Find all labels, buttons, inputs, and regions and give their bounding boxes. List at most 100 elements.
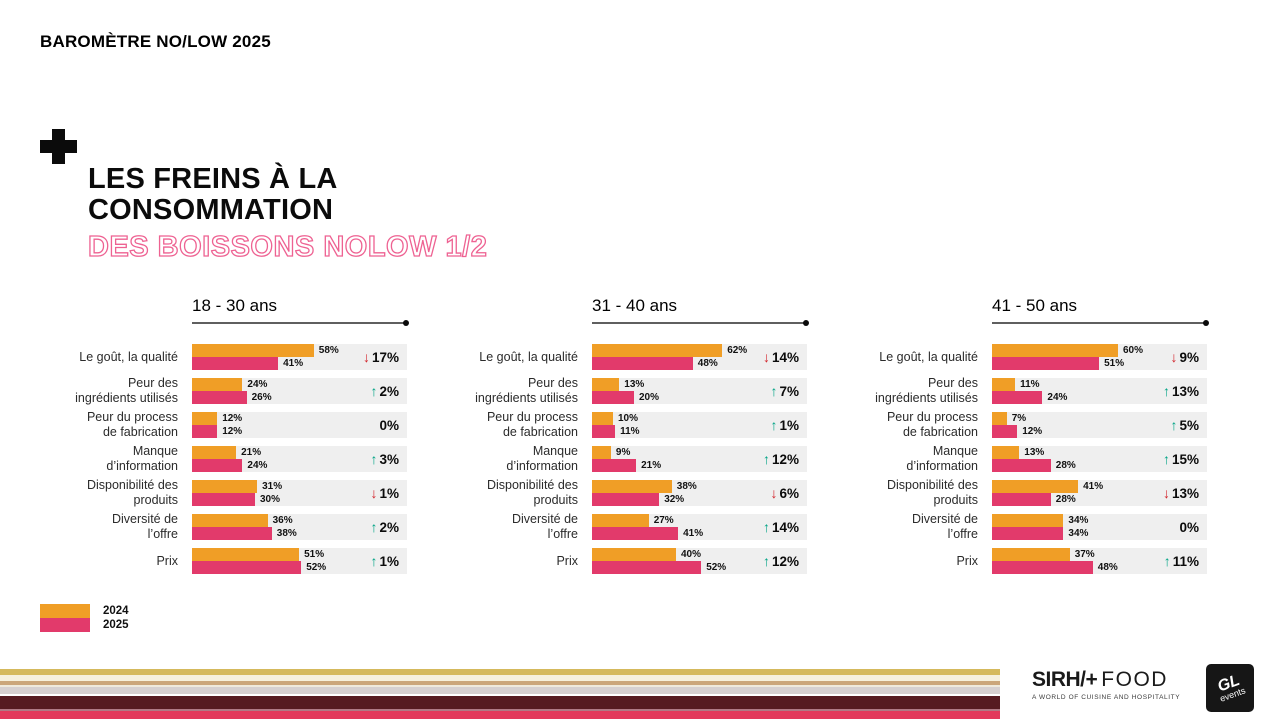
category-label: Peur des ingrédients utilisés xyxy=(475,376,578,405)
change-indicator: ↓ 1% xyxy=(370,485,399,501)
value-label-2024: 34% xyxy=(1068,515,1089,526)
bar-track: 7% 12% ↑ 5% xyxy=(992,412,1207,438)
bar-track: 34% 34% 0% xyxy=(992,514,1207,540)
chart-row: Le goût, la qualité 58% 41% ↓ 17% xyxy=(26,344,408,370)
panel-rows: Le goût, la qualité 60% 51% ↓ 9% Peur des ingr… xyxy=(826,344,1208,574)
bar-2024 xyxy=(592,480,672,493)
change-indicator: 0% xyxy=(1179,519,1199,535)
up-arrow-icon: ↑ xyxy=(1170,417,1178,433)
footer-stripes-decoration xyxy=(0,667,1000,719)
legend-swatch-2025 xyxy=(40,618,90,632)
value-label-2024: 10% xyxy=(618,413,639,424)
category-label: Disponibilité des produits xyxy=(486,478,578,507)
chart-row: Diversité de l’offre 34% 34% 0% xyxy=(826,512,1208,541)
bar-2025 xyxy=(192,425,218,438)
panel-rule xyxy=(992,320,1209,326)
page-title: LES FREINS À LA CONSOMMATION xyxy=(88,164,487,226)
chart-row: Disponibilité des produits 38% 32% ↓ 6% xyxy=(426,478,808,507)
bar-track: 36% 38% ↑ 2% xyxy=(192,514,407,540)
bar-track: 38% 32% ↓ 6% xyxy=(592,480,807,506)
bar-2024 xyxy=(592,344,723,357)
up-arrow-icon: ↑ xyxy=(370,519,378,535)
bar-2025 xyxy=(192,357,279,370)
category-label: Diversité de l’offre xyxy=(112,512,178,541)
bar-track: 13% 20% ↑ 7% xyxy=(592,378,807,404)
change-indicator: ↑ 3% xyxy=(370,451,399,467)
value-label-2025: 12% xyxy=(222,426,243,437)
value-label-2025: 48% xyxy=(1097,562,1118,573)
bar-2024 xyxy=(592,446,611,459)
up-arrow-icon: ↑ xyxy=(370,553,378,569)
chart-row: Peur du process de fabrication 12% 12% 0% xyxy=(26,410,408,439)
change-indicator: ↑ 12% xyxy=(762,553,799,569)
gl-events-logo: GL events xyxy=(1206,664,1254,712)
value-label-2025: 20% xyxy=(639,392,660,403)
bar-2025 xyxy=(592,357,693,370)
value-label-2025: 52% xyxy=(306,562,327,573)
category-label: Prix xyxy=(556,553,578,568)
value-label-2024: 36% xyxy=(272,515,293,526)
legend-item-2024: 2024 xyxy=(40,604,129,618)
bar-track: 41% 28% ↓ 13% xyxy=(992,480,1207,506)
chart-row: Manque d’information 21% 24% ↑ 3% xyxy=(26,444,408,473)
value-label-2024: 51% xyxy=(304,549,325,560)
value-label-2025: 24% xyxy=(1047,392,1068,403)
brand-primary-text: SIRH/+ xyxy=(1032,668,1098,691)
up-arrow-icon: ↑ xyxy=(770,383,778,399)
category-label: Disponibilité des produits xyxy=(86,478,178,507)
bar-2025 xyxy=(192,459,243,472)
legend: 2024 2025 xyxy=(40,604,129,632)
up-arrow-icon: ↑ xyxy=(370,383,378,399)
bar-2025 xyxy=(592,391,634,404)
bar-track: 24% 26% ↑ 2% xyxy=(192,378,407,404)
category-label: Diversité de l’offre xyxy=(912,512,978,541)
panel-rows: Le goût, la qualité 62% 48% ↓ 14% Peur des ing… xyxy=(426,344,808,574)
bar-track: 40% 52% ↑ 12% xyxy=(592,548,807,574)
up-arrow-icon: ↑ xyxy=(1162,383,1170,399)
bar-2024 xyxy=(192,548,300,561)
change-indicator: ↑ 12% xyxy=(762,451,799,467)
chart-row: Disponibilité des produits 31% 30% ↓ 1% xyxy=(26,478,408,507)
value-label-2024: 31% xyxy=(262,481,283,492)
value-label-2025: 32% xyxy=(664,494,685,505)
bar-2025 xyxy=(992,357,1100,370)
chart-panel-1: 18 - 30 ans Le goût, la qualité 58% 41% ↓ 17%… xyxy=(26,296,409,582)
bar-2024 xyxy=(992,446,1020,459)
panel-rule xyxy=(592,320,809,326)
bar-2025 xyxy=(192,561,302,574)
change-indicator: ↓ 9% xyxy=(1170,349,1199,365)
value-label-2025: 41% xyxy=(283,358,304,369)
bar-2025 xyxy=(192,493,255,506)
chart-row: Disponibilité des produits 41% 28% ↓ 13% xyxy=(826,478,1208,507)
value-label-2025: 26% xyxy=(251,392,272,403)
change-indicator: ↑ 2% xyxy=(370,519,399,535)
chart-row: Le goût, la qualité 62% 48% ↓ 14% xyxy=(426,344,808,370)
change-indicator: ↓ 13% xyxy=(1162,485,1199,501)
value-label-2025: 48% xyxy=(697,358,718,369)
down-arrow-icon: ↓ xyxy=(1170,349,1178,365)
bar-track: 51% 52% ↑ 1% xyxy=(192,548,407,574)
up-arrow-icon: ↑ xyxy=(1162,451,1170,467)
bar-track: 12% 12% 0% xyxy=(192,412,407,438)
bar-track: 9% 21% ↑ 12% xyxy=(592,446,807,472)
bar-2025 xyxy=(592,493,660,506)
bar-2024 xyxy=(592,548,676,561)
down-arrow-icon: ↓ xyxy=(362,349,370,365)
value-label-2024: 13% xyxy=(624,379,645,390)
panel-rows: Le goût, la qualité 58% 41% ↓ 17% Peur des ing… xyxy=(26,344,408,574)
value-label-2025: 21% xyxy=(641,460,662,471)
bar-2024 xyxy=(992,378,1016,391)
bar-track: 21% 24% ↑ 3% xyxy=(192,446,407,472)
age-group-title: 41 - 50 ans xyxy=(992,296,1078,315)
change-indicator: 0% xyxy=(379,417,399,433)
chart-row: Le goût, la qualité 60% 51% ↓ 9% xyxy=(826,344,1208,370)
legend-swatch-2024 xyxy=(40,604,90,618)
change-indicator: ↑ 5% xyxy=(1170,417,1199,433)
chart-panel-2: 31 - 40 ans Le goût, la qualité 62% 48% ↓ 14%… xyxy=(426,296,809,582)
bar-track: 37% 48% ↑ 11% xyxy=(992,548,1207,574)
bar-2025 xyxy=(992,425,1018,438)
chart-row: Prix 51% 52% ↑ 1% xyxy=(26,548,408,574)
up-arrow-icon: ↑ xyxy=(770,417,778,433)
chart-row: Manque d’information 13% 28% ↑ 15% xyxy=(826,444,1208,473)
bar-track: 62% 48% ↓ 14% xyxy=(592,344,807,370)
